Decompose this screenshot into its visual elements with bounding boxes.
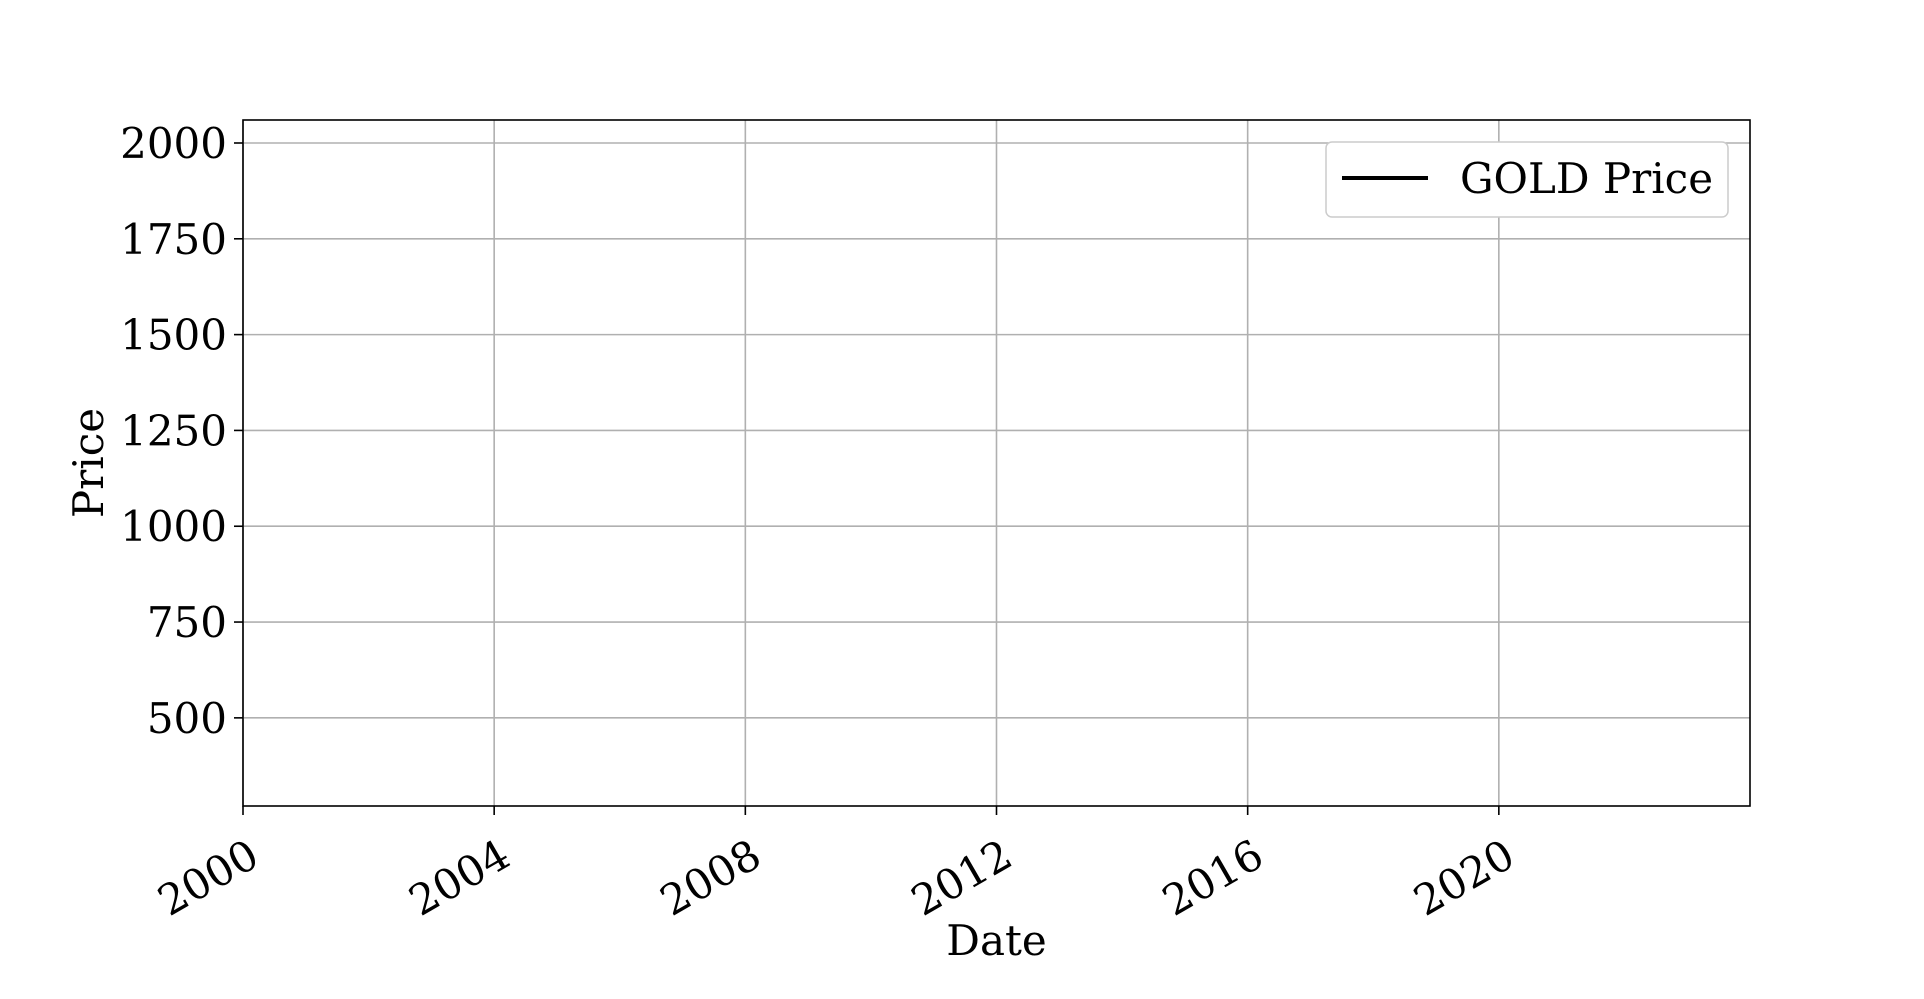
x-tick-label-2012: 2012 (903, 830, 1020, 926)
x-tick-label-2004: 2004 (401, 830, 518, 926)
grid (242, 120, 1750, 806)
legend-label-gold-price: GOLD Price (1460, 154, 1713, 203)
y-axis-label: Price (64, 408, 113, 518)
y-tick-label-2000: 2000 (120, 119, 227, 168)
legend: GOLD Price (1325, 141, 1729, 218)
y-axis: 500 750 1000 1250 1500 1750 2000 (120, 119, 243, 743)
x-axis-label: Date (946, 916, 1046, 965)
x-tick-label-2008: 2008 (652, 830, 769, 926)
y-tick-label-1500: 1500 (120, 311, 227, 360)
legend-box (1325, 141, 1729, 218)
y-tick-label-750: 750 (147, 598, 227, 647)
y-tick-label-1000: 1000 (120, 502, 227, 551)
y-tick-label-1250: 1250 (120, 406, 227, 455)
y-tick-label-1750: 1750 (120, 215, 227, 264)
x-tick-label-2016: 2016 (1154, 830, 1271, 926)
y-tick-label-500: 500 (147, 694, 227, 743)
x-tick-label-2020: 2020 (1405, 830, 1522, 926)
x-axis: 2000 2004 2008 2012 2016 2020 (150, 806, 1523, 926)
x-tick-label-2000: 2000 (150, 830, 267, 926)
